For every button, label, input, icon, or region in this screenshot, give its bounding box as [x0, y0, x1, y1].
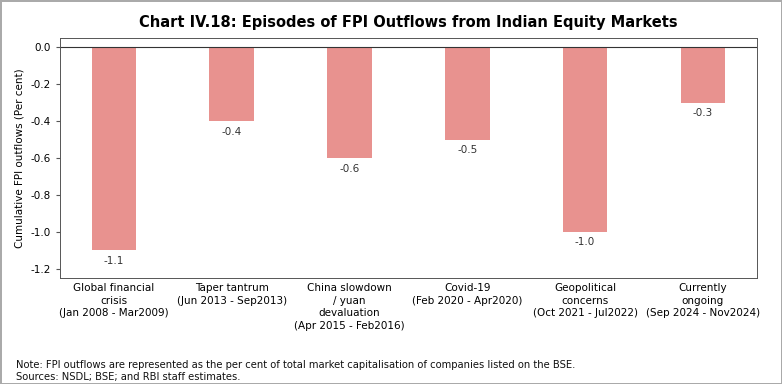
Text: Note: FPI outflows are represented as the per cent of total market capitalisatio: Note: FPI outflows are represented as th… [16, 361, 575, 382]
Y-axis label: Cumulative FPI outflows (Per cent): Cumulative FPI outflows (Per cent) [15, 68, 25, 248]
Text: -0.4: -0.4 [221, 127, 242, 137]
Text: -1.1: -1.1 [104, 256, 124, 266]
Text: -0.3: -0.3 [693, 108, 713, 118]
Bar [91, 47, 136, 250]
Bar [445, 47, 490, 139]
Bar [563, 47, 608, 232]
Bar [210, 47, 254, 121]
Text: -0.5: -0.5 [457, 145, 478, 155]
Text: -0.6: -0.6 [339, 164, 360, 174]
Bar [680, 47, 725, 103]
Bar [327, 47, 372, 158]
Title: Chart IV.18: Episodes of FPI Outflows from Indian Equity Markets: Chart IV.18: Episodes of FPI Outflows fr… [139, 15, 678, 30]
Text: -1.0: -1.0 [575, 237, 595, 247]
